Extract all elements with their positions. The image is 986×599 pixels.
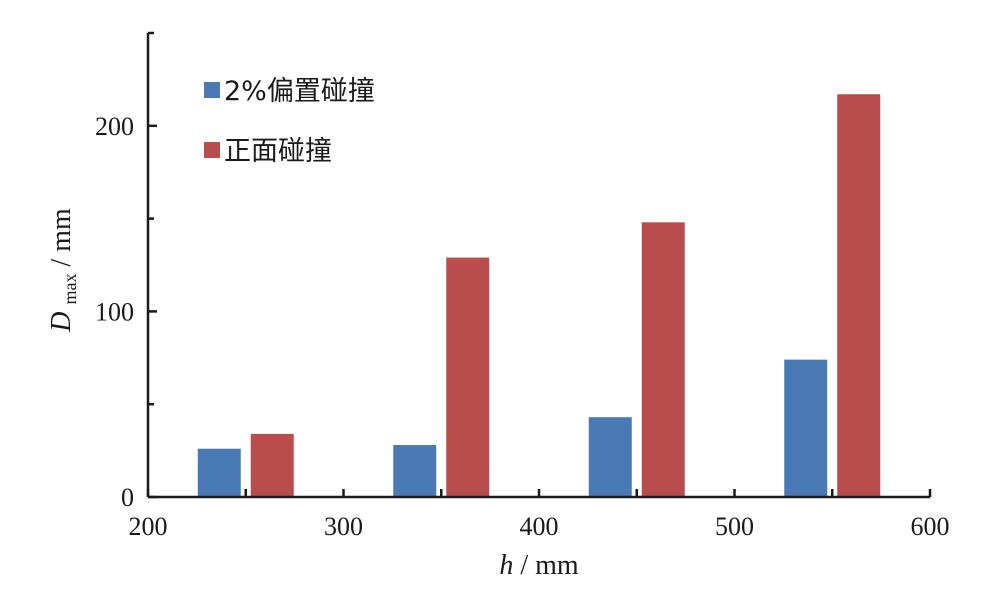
bar-1-4 (784, 359, 828, 497)
bar-2-3 (641, 222, 685, 497)
bar-1-1 (197, 448, 241, 497)
bars-layer (197, 94, 881, 498)
legend-swatch (204, 142, 220, 158)
legend-label: 2%偏置碰撞 (224, 76, 375, 107)
bar-1-2 (393, 445, 437, 497)
y-tick-label: 0 (121, 483, 134, 512)
y-axis-subscript: max (60, 274, 80, 305)
bar-2-2 (446, 257, 490, 497)
bar-2-1 (250, 433, 294, 497)
y-axis-var: D (46, 312, 77, 333)
x-axis-sep: / (520, 550, 535, 581)
x-tick-label: 300 (324, 512, 363, 541)
x-axis-title: h / mm (499, 550, 579, 581)
y-tick-label: 200 (95, 112, 134, 141)
bar-1-3 (588, 417, 632, 497)
y-tick-label: 100 (95, 297, 134, 326)
x-tick-label: 400 (520, 512, 559, 541)
x-axis-unit: mm (535, 550, 579, 581)
y-axis-sep: / (46, 252, 77, 267)
x-axis-var: h (499, 550, 513, 581)
legend-swatch (204, 82, 220, 98)
x-tick-label: 500 (715, 512, 754, 541)
x-tick-label: 200 (129, 512, 168, 541)
legend-label: 正面碰撞 (224, 136, 332, 167)
bar-2-4 (837, 94, 881, 498)
ticks-layer: 0 100 200 200 300 400 500 600 (95, 31, 950, 541)
y-axis-unit: mm (46, 208, 77, 252)
y-axis-title: D max / mm (46, 208, 83, 333)
x-tick-label: 600 (911, 512, 950, 541)
